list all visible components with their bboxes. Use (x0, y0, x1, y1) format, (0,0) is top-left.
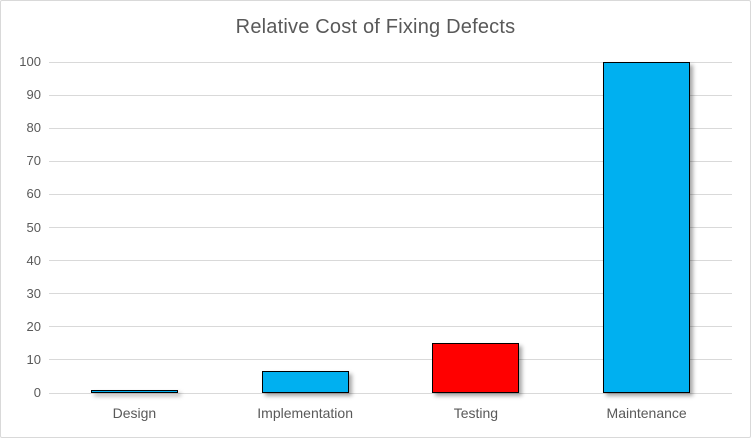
gridline (49, 160, 732, 162)
gridline (49, 260, 732, 262)
gridline (49, 94, 732, 96)
y-axis-tick-label: 60 (26, 186, 41, 202)
x-axis-tick-label: Implementation (257, 405, 353, 421)
gridline (49, 127, 732, 129)
chart-title: Relative Cost of Fixing Defects (235, 16, 516, 38)
x-axis-tick-label: Design (112, 405, 157, 421)
gridline (49, 193, 732, 195)
gridline (49, 227, 732, 228)
y-axis-tick-label: 20 (26, 318, 41, 334)
bar-maintenance (603, 62, 691, 393)
gridline (49, 392, 732, 394)
y-axis-tick-label: 10 (26, 351, 41, 367)
x-axis-tick-label: Maintenance (606, 405, 687, 421)
bar-design (90, 389, 178, 393)
y-axis-tick-label: 0 (33, 385, 41, 400)
gridline (49, 293, 732, 295)
gridline (49, 326, 732, 328)
plot-area (49, 61, 732, 394)
gridline (49, 61, 732, 63)
bar-implementation (261, 371, 349, 393)
y-axis-tick-label: 50 (26, 219, 41, 235)
y-axis-tick-label: 100 (19, 54, 41, 69)
y-axis-tick-label: 70 (26, 153, 41, 169)
x-axis-tick-label: Testing (453, 405, 499, 421)
gridline (49, 359, 732, 361)
bar-testing (432, 343, 520, 393)
y-axis-tick-label: 90 (26, 87, 41, 103)
y-axis-tick-label: 40 (26, 252, 41, 268)
y-axis-tick-label: 30 (26, 285, 41, 301)
y-axis-tick-label: 80 (26, 120, 41, 136)
